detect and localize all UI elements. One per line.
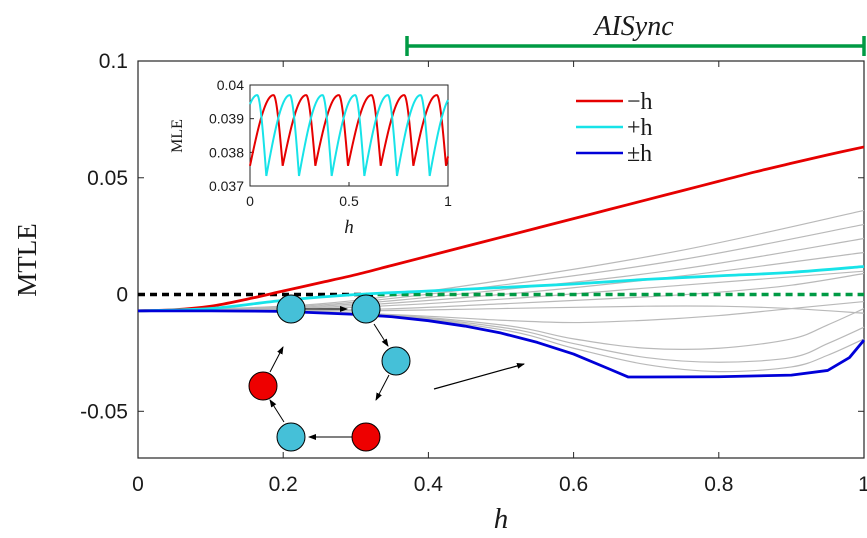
y-tick-label: 0.1 [99,50,128,73]
aisync-label: AISync [592,11,674,42]
network-node-e [276,422,306,452]
inset-series-minus-h-line [249,94,449,167]
inset-x-tick-label: 1 [444,193,452,209]
inset-y-tick-label: 0.038 [209,144,244,160]
series-minus-h-line [137,145,865,313]
inset-plot: 0 0.5 1 0.04 0.039 0.038 0.037 MLE h [169,77,452,238]
network-node-f [248,371,278,401]
inset-x-tick-label: 0.5 [339,193,359,209]
x-tick-label: 0.2 [269,473,298,496]
network-node-b [351,294,381,324]
legend: −h +h ±h [576,89,653,167]
aisync-annotation: AISync [405,11,866,56]
y-tick-label: 0.05 [87,167,128,190]
gray-series-line [137,305,865,314]
network-node-d [351,422,381,452]
inset-x-tick-label: 0 [246,193,254,209]
gray-series-line [137,272,865,312]
legend-label-pm-h: ±h [627,141,652,167]
x-tick-label: 0.8 [704,473,733,496]
main-axis-ticks: 0 0.2 0.4 0.6 0.8 1 0.1 0.05 0 -0.05 [80,50,867,496]
inset-axis-ticks: 0 0.5 1 0.04 0.039 0.038 0.037 [209,77,452,209]
network-edge-e-f [269,399,285,423]
network-edge-b-c [373,323,389,347]
y-tick-label: 0 [116,284,128,307]
x-tick-label: 0 [132,473,144,496]
inset-y-tick-label: 0.039 [209,111,244,127]
inset-series [249,94,449,177]
network-edge-c-d [375,374,390,401]
legend-label-plus-h: +h [627,115,653,141]
network-pointer-arrow [433,362,525,390]
series-plus-h-line [137,265,865,313]
inset-x-axis-label: h [344,217,354,238]
y-tick-label: -0.05 [80,400,128,423]
inset-y-tick-label: 0.037 [209,178,244,194]
network-node-c [381,346,411,376]
x-tick-label: 0.4 [414,473,444,496]
series-pm-h-line [138,309,866,379]
x-axis-label: h [494,503,509,535]
x-tick-label: 0.6 [559,473,588,496]
inset-y-axis-label: MLE [169,119,186,153]
network-node-a [276,294,306,324]
x-tick-label: 1 [858,473,867,496]
main-series [137,145,866,379]
legend-label-minus-h: −h [627,89,653,115]
y-axis-label: MTLE [12,223,42,297]
main-plot-area [137,60,865,459]
network-diagram [248,294,525,452]
inset-y-tick-label: 0.04 [217,77,244,93]
inset-series-plus-h-line [249,94,449,177]
network-edge-f-a [269,346,284,373]
